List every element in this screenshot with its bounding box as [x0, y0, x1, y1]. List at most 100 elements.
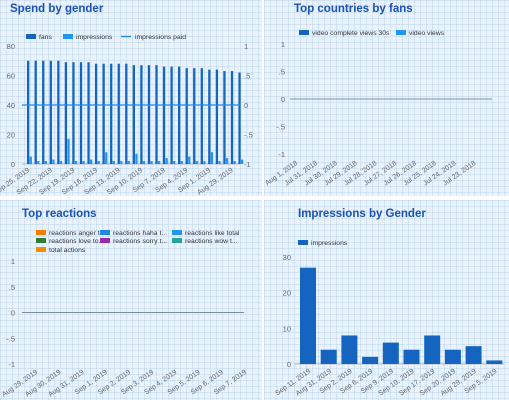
y-tick-label: 0: [287, 360, 291, 369]
y-tick-label: -1: [278, 150, 285, 159]
legend-swatch: [36, 230, 46, 235]
legend-swatch: [396, 30, 406, 35]
bar-impressions: [120, 161, 123, 164]
legend-label: video views: [409, 30, 445, 37]
bar-fans: [223, 71, 226, 164]
legend-swatch: [172, 230, 182, 235]
legend-label: impressions: [311, 240, 348, 247]
legend-swatch: [63, 34, 73, 39]
y-tick-label: .5: [279, 68, 285, 77]
bar-impressions: [362, 356, 379, 364]
bar-fans: [147, 65, 151, 164]
bar-fans: [110, 63, 113, 165]
panel-spend-by-gender: Spend by gender fans impressions impressio…: [0, 0, 262, 196]
legend-swatch: [26, 34, 36, 39]
bar-impressions: [218, 161, 221, 164]
legend-swatch: [100, 230, 110, 235]
bar-impressions: [59, 161, 63, 164]
bar-impressions: [97, 161, 100, 164]
bar-impressions: [195, 161, 198, 164]
legend-label: reactions like total: [185, 230, 240, 237]
panel-impressions-by-gender: Impressions by Gender impressions 0 10 20 30…: [264, 200, 509, 400]
bar-fans: [57, 60, 60, 164]
bar-impressions: [157, 161, 161, 164]
bar-impressions: [29, 156, 32, 164]
bar-fans: [140, 65, 143, 164]
y-tick-label: 40: [7, 101, 15, 110]
legend-swatch: [299, 30, 309, 35]
bar-impressions: [241, 159, 244, 164]
legend-label: impressions: [76, 34, 113, 41]
bar-impressions: [82, 161, 85, 164]
bar-impressions: [300, 267, 316, 364]
bar-impressions: [52, 159, 55, 164]
chart-title: Top countries by fans: [294, 3, 413, 15]
bar-impressions: [90, 159, 93, 164]
bar-fans: [230, 71, 234, 164]
bar-impressions: [173, 161, 176, 164]
y-tick-label: 0: [11, 309, 15, 318]
bar-fans: [132, 65, 135, 164]
bar-impressions: [44, 161, 47, 164]
legend-label: fans: [39, 34, 52, 41]
bar-fans: [155, 65, 158, 164]
bar-fans: [27, 60, 30, 164]
bar-impressions: [465, 346, 482, 364]
bar-fans: [185, 68, 188, 164]
y-tick-label: 30: [283, 253, 291, 262]
bar-impressions: [424, 335, 441, 364]
chart-top-reactions: reactions anger t... reactions haha t... r…: [1, 230, 248, 399]
y-tick-label: 20: [7, 131, 15, 140]
y-tick-label: .5: [9, 283, 15, 292]
chart-title: Impressions by Gender: [298, 208, 426, 220]
bar-fans: [125, 63, 128, 165]
bar-fans: [79, 62, 83, 164]
bar-impressions: [135, 153, 138, 164]
legend-label: reactions wow t...: [185, 238, 238, 245]
bar-impressions: [165, 158, 168, 164]
bar-fans: [72, 62, 75, 164]
legend-swatch: [298, 240, 308, 245]
chart-top-countries-by-fans: video complete views 30s video views -1 -.5…: [264, 30, 492, 188]
y-tick-label: 1: [11, 257, 15, 266]
legend-label: impressions paid: [135, 34, 186, 41]
bar-fans: [238, 72, 241, 164]
bar-fans: [34, 60, 37, 164]
legend-label: video complete views 30s: [312, 30, 390, 37]
legend-swatch: [36, 247, 46, 252]
y-tick-label: -.5: [6, 334, 15, 343]
bar-impressions: [210, 152, 214, 164]
bar-fans: [162, 66, 166, 164]
bar-impressions: [112, 161, 115, 164]
legend-label: reactions sorry t...: [113, 238, 167, 245]
bar-fans: [200, 68, 203, 164]
bar-impressions: [67, 138, 70, 164]
bar-impressions: [444, 349, 461, 364]
bar-impressions: [180, 161, 183, 164]
legend-label: reactions haha t...: [113, 230, 167, 237]
legend-label: total actions: [49, 247, 86, 254]
bar-impressions: [142, 161, 146, 164]
bar-impressions: [320, 349, 337, 364]
y-tick-label: 1: [244, 42, 248, 51]
panel-top-countries-by-fans: Top countries by fans video complete vie…: [264, 0, 509, 196]
y-tick-label: 0: [11, 160, 15, 169]
bar-impressions: [150, 161, 153, 164]
y-tick-label: -1: [8, 360, 15, 369]
y-tick-label: 0: [281, 95, 285, 104]
chart-title: Spend by gender: [10, 3, 104, 15]
bar-fans: [87, 62, 90, 164]
bar-fans: [170, 66, 173, 164]
legend-swatch: [100, 238, 110, 243]
bar-fans: [64, 62, 68, 164]
bar-fans: [178, 66, 181, 164]
bar-impressions: [403, 349, 420, 364]
y-tick-label: 1: [281, 40, 285, 49]
bar-fans: [42, 60, 45, 164]
y-tick-label: -.5: [276, 123, 285, 132]
legend-label: reactions love to...: [49, 238, 104, 245]
bar-impressions: [74, 161, 78, 164]
bar-fans: [102, 63, 105, 165]
bar-impressions: [105, 152, 108, 164]
